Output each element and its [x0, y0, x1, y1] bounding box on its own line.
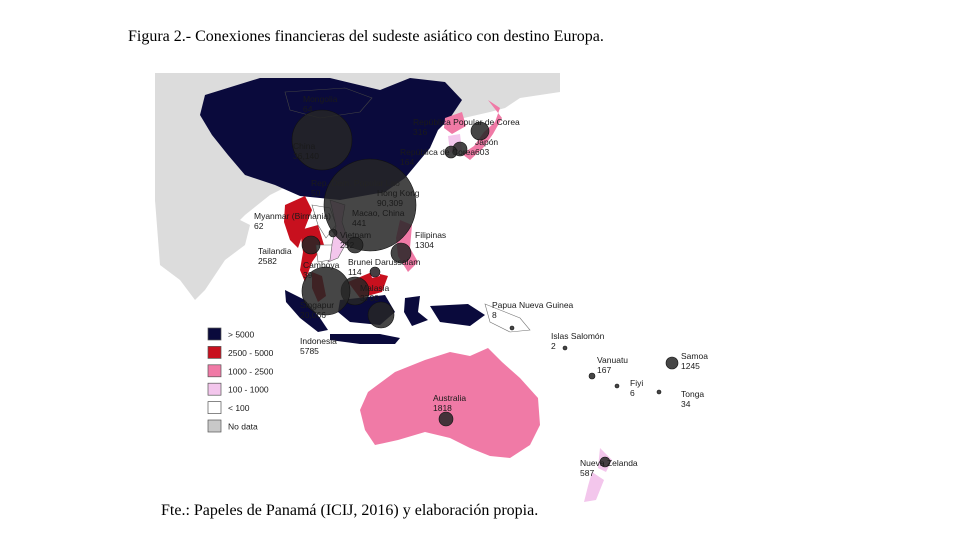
country-value-label: 62 — [254, 221, 264, 231]
region-nz-south — [584, 472, 604, 502]
country-value-label: 36,140 — [293, 151, 319, 161]
country-value-label: 90,309 — [377, 198, 403, 208]
country-value-label: 6 — [630, 388, 635, 398]
country-name-label: Singapur — [300, 300, 334, 310]
country-name-label: Indonesia — [300, 336, 337, 346]
country-name-label: Hong Kong — [377, 188, 420, 198]
country-name-label: Myanmar (Birmania) — [254, 211, 331, 221]
country-value-label: 50 — [311, 188, 321, 198]
region-indonesia-java — [330, 334, 400, 344]
country-value-label: 441 — [352, 218, 366, 228]
legend-label: < 100 — [228, 403, 250, 413]
figure-title: Figura 2.- Conexiones financieras del su… — [128, 28, 604, 45]
country-name-label: Australia — [433, 393, 466, 403]
country-name-label: Filipinas — [415, 230, 446, 240]
country-name-label: Fiyi — [630, 378, 643, 388]
legend-label: No data — [228, 422, 258, 432]
country-name-label: Mongolia — [303, 94, 338, 104]
legend-label: 1000 - 2500 — [228, 366, 274, 376]
legend-label: > 5000 — [228, 330, 255, 340]
legend-swatch — [207, 346, 222, 359]
country-name-label: Tonga — [681, 389, 704, 399]
country-value-label: 64 — [303, 104, 313, 114]
legend-swatch — [207, 327, 222, 341]
region-indonesia-east — [430, 304, 485, 326]
region-png — [484, 303, 531, 333]
country-value-label: 603 — [475, 147, 489, 157]
country-value-label: 5785 — [300, 346, 319, 356]
country-value-label: 587 — [580, 468, 594, 478]
value-bubble — [599, 456, 611, 468]
country-value-label: 164 — [400, 157, 414, 167]
value-bubble — [614, 383, 620, 389]
value-bubble — [301, 266, 351, 316]
value-bubble — [369, 266, 381, 278]
region-australia — [360, 348, 540, 458]
country-name-label: Vietnam — [340, 230, 371, 240]
country-value-label: 1818 — [433, 403, 452, 413]
region-indonesia-sumatra — [285, 290, 328, 332]
country-name-label: Papua Nueva Guinea — [492, 300, 574, 310]
country-value-label: 167 — [597, 365, 611, 375]
value-bubble — [323, 158, 417, 252]
country-value-label: 1245 — [681, 361, 700, 371]
country-value-label: 316 — [413, 127, 427, 137]
legend-label: 100 - 1000 — [228, 385, 269, 395]
value-bubble — [470, 121, 490, 141]
value-bubble — [444, 145, 458, 159]
value-bubble — [588, 372, 596, 380]
value-bubble — [291, 109, 353, 171]
region-japan — [462, 100, 502, 160]
value-bubble — [301, 235, 321, 255]
country-name-label: Japón — [475, 137, 498, 147]
country-name-label: Islas Salomón — [551, 331, 605, 341]
land-nodata-india — [155, 200, 250, 300]
country-value-label: 8 — [492, 310, 497, 320]
country-name-label: Vanuatu — [597, 355, 628, 365]
country-name-label: Nueva Zelanda — [580, 458, 638, 468]
value-bubble — [665, 356, 679, 370]
legend-swatch — [207, 364, 222, 378]
country-value-label: 3700 — [360, 293, 379, 303]
country-value-label: 20,066 — [300, 310, 326, 320]
country-value-label: 252 — [340, 240, 354, 250]
value-bubble — [367, 301, 395, 329]
country-name-label: Macao, China — [352, 208, 405, 218]
legend-swatch — [207, 382, 222, 396]
country-name-label: Tailandia — [258, 246, 292, 256]
country-name-label: República Popular de Corea — [413, 117, 520, 127]
region-myanmar — [284, 196, 312, 248]
country-name-label: Samoa — [681, 351, 708, 361]
region-cambodia — [315, 244, 333, 263]
legend-swatch — [207, 401, 222, 414]
country-name-label: República de Corea — [400, 147, 475, 157]
region-dprk — [444, 112, 466, 134]
value-bubble — [509, 325, 515, 331]
country-name-label: Brunei Darussalam — [348, 257, 420, 267]
value-bubble — [390, 242, 412, 264]
region-indonesia-sulawesi — [404, 296, 428, 326]
legend-swatch — [207, 419, 222, 433]
country-value-label: 34 — [681, 399, 691, 409]
value-bubble — [438, 411, 454, 427]
legend-label: 2500 - 5000 — [228, 348, 274, 358]
country-value-label: 1304 — [415, 240, 434, 250]
value-bubble — [562, 345, 568, 351]
value-bubble — [346, 236, 364, 254]
figure-source: Fte.: Papeles de Panamá (ICIJ, 2016) y e… — [161, 502, 539, 519]
value-bubble — [656, 389, 662, 395]
country-value-label: 2582 — [258, 256, 277, 266]
legend: > 5000 2500 - 5000 1000 - 2500 100 - 1000 < … — [207, 327, 274, 433]
value-bubble — [328, 228, 338, 238]
country-value-label: 114 — [348, 267, 362, 277]
region-mongolia — [284, 87, 373, 119]
country-value-label: 2 — [551, 341, 556, 351]
country-name-label: Camboya — [303, 260, 340, 270]
country-name-label: China — [293, 141, 315, 151]
country-name-label: Malasia — [360, 283, 390, 293]
